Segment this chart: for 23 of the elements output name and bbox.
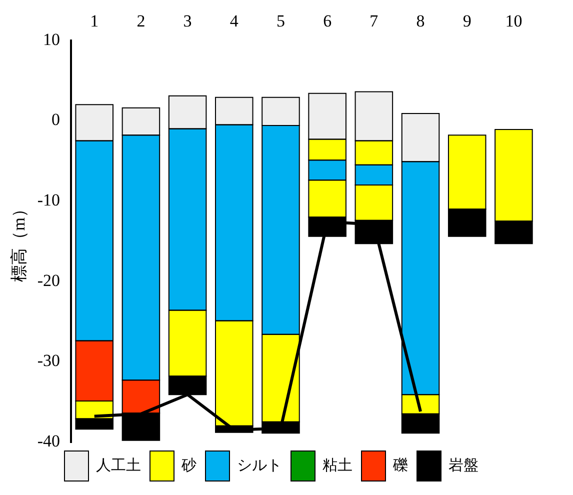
legend-label: 砂 <box>180 456 196 474</box>
legend-label: 人工土 <box>96 456 141 474</box>
y-tick-label: -10 <box>37 190 60 210</box>
legend-label: 粘土 <box>322 456 352 474</box>
legend-label: 礫 <box>392 456 408 474</box>
x-tick-label: 4 <box>230 12 239 31</box>
y-tick-label: 0 <box>52 110 60 130</box>
y-tick-label: -30 <box>37 351 60 370</box>
y-axis-title: 標高（m） <box>10 200 29 282</box>
y-tick-label: 10 <box>43 30 60 49</box>
x-tick-label: 9 <box>462 12 472 31</box>
legend-label: シルト <box>237 458 282 474</box>
y-tick-label: -40 <box>37 431 60 450</box>
y-tick-label: -20 <box>37 270 60 290</box>
x-tick-label: 7 <box>370 12 379 31</box>
x-tick-label: 8 <box>416 12 425 31</box>
x-tick-label: 2 <box>136 12 146 31</box>
x-tick-label: 5 <box>276 12 285 31</box>
x-tick-label: 6 <box>323 12 332 31</box>
legend-label: 岩盤 <box>448 456 478 474</box>
x-tick-label: 1 <box>90 12 99 31</box>
x-tick-label: 3 <box>183 12 192 31</box>
x-tick-label: 10 <box>505 12 522 31</box>
